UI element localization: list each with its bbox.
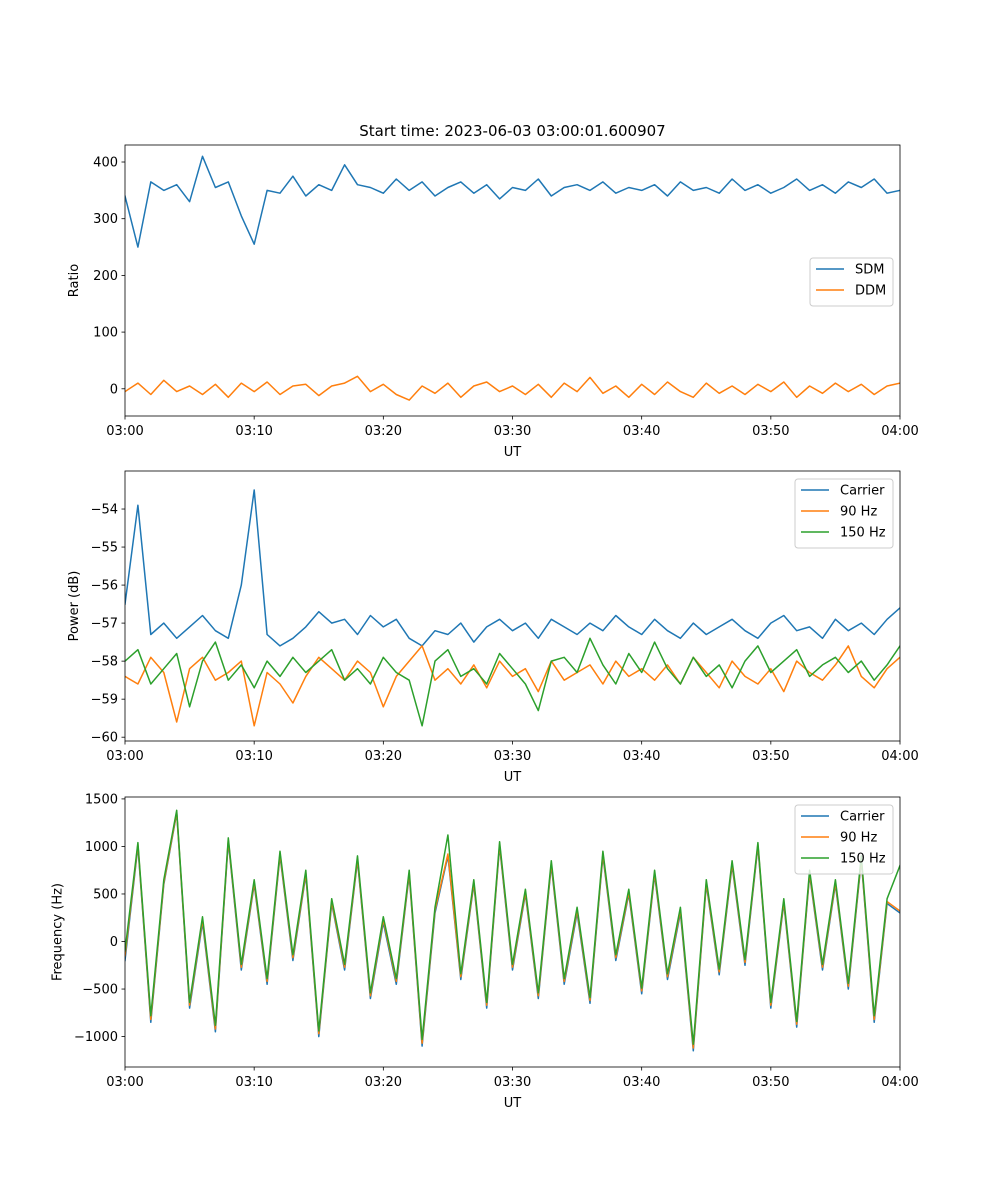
x-tick-label: 03:40 [623, 424, 660, 439]
x-tick-label: 03:30 [494, 1075, 531, 1090]
y-axis-label: Ratio [67, 264, 82, 297]
x-tick-label: 03:50 [752, 424, 789, 439]
x-tick-label: 03:20 [365, 1075, 402, 1090]
y-tick-label: 400 [93, 156, 118, 171]
x-tick-label: 03:30 [494, 424, 531, 439]
x-tick-label: 04:00 [881, 424, 918, 439]
y-axis-label: Frequency (Hz) [51, 883, 66, 981]
x-tick-label: 03:40 [623, 1075, 660, 1090]
y-axis-label: Power (dB) [67, 571, 82, 642]
y-tick-label: −55 [91, 541, 118, 556]
y-tick-label: 200 [93, 269, 118, 284]
series-line-carrier [125, 489, 900, 647]
legend-label: DDM [855, 284, 886, 299]
y-tick-label: −57 [91, 617, 118, 632]
x-tick-label: 03:10 [235, 749, 272, 764]
legend-label: 150 Hz [840, 526, 886, 541]
legend-label: 150 Hz [840, 852, 886, 867]
y-tick-label: −58 [91, 655, 118, 670]
x-tick-label: 03:00 [106, 1075, 143, 1090]
x-tick-label: 03:50 [752, 749, 789, 764]
x-axis-label: UT [504, 1096, 522, 1111]
y-tick-label: 300 [93, 212, 118, 227]
y-tick-label: −60 [91, 731, 118, 746]
legend-label: 90 Hz [840, 831, 877, 846]
y-tick-label: −1000 [74, 1030, 118, 1045]
y-tick-label: 1000 [85, 840, 118, 855]
x-tick-label: 03:30 [494, 749, 531, 764]
chart-panel-1: 03:00 03:10 03:20 03:30 03:40 03:50 04:00 UT 0 10… [67, 144, 919, 460]
y-tick-label: −59 [91, 693, 118, 708]
x-tick-label: 03:00 [106, 424, 143, 439]
x-tick-label: 03:50 [752, 1075, 789, 1090]
y-tick-label: 100 [93, 326, 118, 341]
x-tick-label: 03:20 [365, 749, 402, 764]
y-tick-label: −54 [91, 503, 118, 518]
x-tick-label: 03:10 [235, 1075, 272, 1090]
chart-panel-3: 03:00 03:10 03:20 03:30 03:40 03:50 04:00 UT −10… [51, 792, 919, 1111]
legend-label: Carrier [840, 810, 885, 825]
chart-panel-2: 03:00 03:10 03:20 03:30 03:40 03:50 04:00 UT −60… [67, 470, 919, 785]
y-tick-label: −500 [82, 983, 118, 998]
x-axis-label: UT [504, 770, 522, 785]
legend-label: 90 Hz [840, 505, 877, 520]
series-line-150-hz [125, 637, 900, 727]
legend-box [794, 478, 894, 549]
legend-box [794, 804, 894, 875]
legend-label: Carrier [840, 484, 885, 499]
legend-label: SDM [855, 263, 884, 278]
y-tick-label: −56 [91, 579, 118, 594]
y-tick-label: 0 [110, 382, 118, 397]
figure-title: Start time: 2023-06-03 03:00:01.600907 [359, 122, 665, 140]
series-line-90-hz [125, 645, 900, 727]
x-tick-label: 03:40 [623, 749, 660, 764]
x-axis-label: UT [504, 445, 522, 460]
y-tick-label: 500 [93, 887, 118, 902]
x-tick-label: 03:00 [106, 749, 143, 764]
series-line-150-hz [125, 809, 900, 1045]
x-tick-label: 03:20 [365, 424, 402, 439]
x-tick-label: 04:00 [881, 1075, 918, 1090]
y-tick-label: 1500 [85, 792, 118, 807]
legend-box [809, 257, 894, 307]
series-line-ddm [125, 375, 900, 401]
x-tick-label: 03:10 [235, 424, 272, 439]
series-line-sdm [125, 155, 900, 248]
y-tick-label: 0 [110, 935, 118, 950]
x-tick-label: 04:00 [881, 749, 918, 764]
